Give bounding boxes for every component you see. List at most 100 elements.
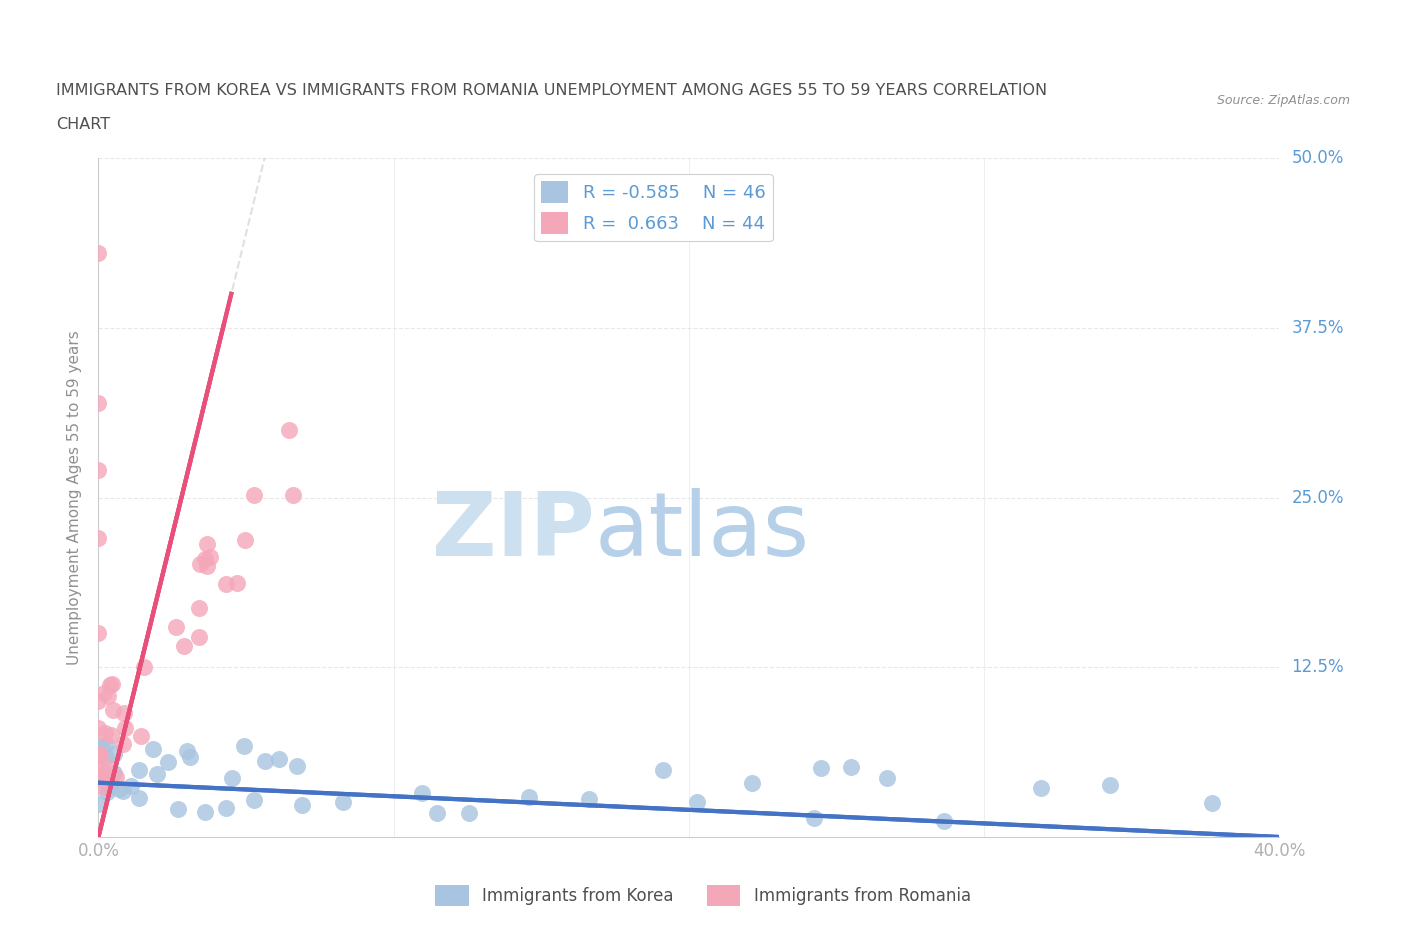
Point <box>225 576 247 591</box>
Text: 12.5%: 12.5% <box>1291 658 1344 676</box>
Point <box>87 694 110 709</box>
Point <box>254 754 277 769</box>
Point <box>96 784 118 799</box>
Point <box>87 771 110 786</box>
Point <box>411 786 433 801</box>
Point <box>87 748 110 763</box>
Point <box>157 754 180 769</box>
Point <box>87 463 110 478</box>
Point <box>108 782 131 797</box>
Point <box>221 770 243 785</box>
Point <box>165 619 187 634</box>
Point <box>128 763 150 777</box>
Text: ZIP: ZIP <box>432 488 595 575</box>
Point <box>194 551 217 566</box>
Point <box>458 806 481 821</box>
Point <box>578 791 600 806</box>
Point <box>94 737 117 751</box>
Point <box>142 741 165 756</box>
Point <box>195 537 218 551</box>
Text: CHART: CHART <box>56 117 110 132</box>
Point <box>741 775 763 790</box>
Point <box>233 532 256 547</box>
Point <box>803 811 825 826</box>
Point <box>87 721 110 736</box>
Point <box>145 766 167 781</box>
Point <box>200 550 222 565</box>
Legend: Immigrants from Korea, Immigrants from Romania: Immigrants from Korea, Immigrants from R… <box>429 879 977 912</box>
Point <box>194 804 217 819</box>
Point <box>93 685 115 700</box>
Point <box>112 705 135 720</box>
Point <box>651 763 673 777</box>
Point <box>233 738 256 753</box>
Point <box>100 677 122 692</box>
Point <box>87 246 110 260</box>
Point <box>112 784 135 799</box>
Point <box>112 737 135 751</box>
Point <box>188 630 211 644</box>
Text: 50.0%: 50.0% <box>1291 149 1344 167</box>
Point <box>103 747 125 762</box>
Point <box>810 761 832 776</box>
Point <box>426 806 449 821</box>
Point <box>94 750 117 764</box>
Point <box>1031 781 1053 796</box>
Point <box>87 531 110 546</box>
Point <box>291 798 314 813</box>
Point <box>134 659 156 674</box>
Text: 37.5%: 37.5% <box>1291 319 1344 337</box>
Point <box>94 725 117 740</box>
Point <box>89 747 111 762</box>
Point <box>98 780 121 795</box>
Point <box>176 744 198 759</box>
Point <box>1099 777 1122 792</box>
Point <box>90 771 112 786</box>
Point <box>517 790 540 804</box>
Point <box>287 759 309 774</box>
Point <box>179 751 201 765</box>
Point <box>93 764 115 778</box>
Point <box>101 702 124 717</box>
Point <box>242 792 264 807</box>
Point <box>89 796 111 811</box>
Point <box>100 727 122 742</box>
Point <box>103 766 125 781</box>
Point <box>128 790 150 805</box>
Point <box>89 766 111 781</box>
Point <box>188 601 211 616</box>
Point <box>100 677 122 692</box>
Point <box>195 559 218 574</box>
Point <box>97 689 120 704</box>
Point <box>90 738 112 753</box>
Point <box>114 721 136 736</box>
Y-axis label: Unemployment Among Ages 55 to 59 years: Unemployment Among Ages 55 to 59 years <box>67 330 83 665</box>
Point <box>932 814 955 829</box>
Text: 25.0%: 25.0% <box>1291 488 1344 507</box>
Point <box>173 639 195 654</box>
Point <box>129 729 152 744</box>
Point <box>120 779 142 794</box>
Point <box>278 422 301 437</box>
Legend: R = -0.585    N = 46, R =  0.663    N = 44: R = -0.585 N = 46, R = 0.663 N = 44 <box>534 174 773 242</box>
Text: atlas: atlas <box>595 488 810 575</box>
Point <box>166 801 188 816</box>
Point <box>243 487 266 502</box>
Point <box>97 759 120 774</box>
Point <box>96 777 118 791</box>
Point <box>839 760 862 775</box>
Point <box>87 395 110 410</box>
Point <box>1201 796 1223 811</box>
Point <box>87 626 110 641</box>
Text: IMMIGRANTS FROM KOREA VS IMMIGRANTS FROM ROMANIA UNEMPLOYMENT AMONG AGES 55 TO 5: IMMIGRANTS FROM KOREA VS IMMIGRANTS FROM… <box>56 83 1047 98</box>
Point <box>87 748 110 763</box>
Point <box>876 771 898 786</box>
Point <box>215 801 238 816</box>
Point <box>267 751 290 766</box>
Point <box>91 779 114 794</box>
Point <box>686 795 709 810</box>
Point <box>188 557 211 572</box>
Text: Source: ZipAtlas.com: Source: ZipAtlas.com <box>1216 94 1350 107</box>
Point <box>281 488 304 503</box>
Point <box>105 769 128 784</box>
